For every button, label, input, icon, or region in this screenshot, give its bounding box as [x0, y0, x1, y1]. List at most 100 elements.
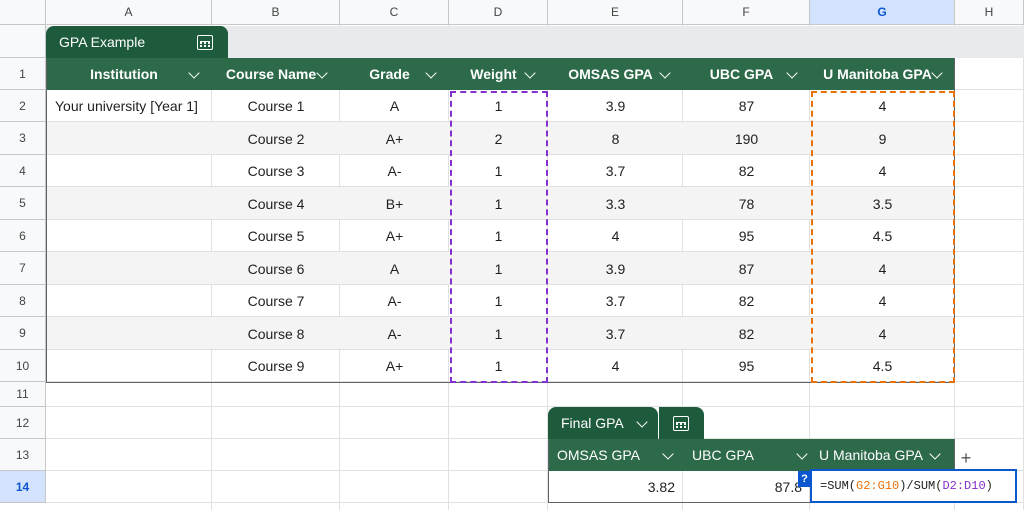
cell-course[interactable]: Course 4 — [247, 195, 305, 212]
final-value-omsas[interactable]: 3.82 — [647, 479, 675, 495]
cell-manitoba[interactable]: 4 — [878, 325, 887, 342]
cell-grade[interactable]: A+ — [385, 130, 404, 147]
table-tools-button[interactable] — [659, 407, 704, 439]
column-header-a[interactable]: A — [46, 0, 212, 25]
cell-ubc[interactable]: 82 — [738, 325, 755, 342]
select-all-corner[interactable] — [0, 0, 46, 25]
cell-manitoba[interactable]: 4 — [878, 260, 887, 277]
cell-omsas[interactable]: 3.7 — [605, 163, 626, 179]
row-header-2[interactable]: 2 — [0, 90, 46, 122]
cell-grade[interactable]: A- — [387, 293, 402, 309]
cell-manitoba[interactable]: 4.5 — [872, 228, 893, 244]
cell-omsas[interactable]: 4 — [611, 228, 620, 244]
cell-grade[interactable]: A+ — [385, 358, 404, 374]
cell-weight[interactable]: 1 — [494, 358, 503, 374]
column-header-institution[interactable]: Institution — [46, 58, 212, 90]
cell-manitoba[interactable]: 4 — [878, 163, 887, 179]
final-value-ubc[interactable]: 87.8 — [774, 479, 802, 495]
column-header-f[interactable]: F — [683, 0, 810, 25]
cell-weight[interactable]: 1 — [494, 228, 503, 244]
cell-ubc[interactable]: 78 — [738, 195, 755, 212]
formula-editor[interactable]: =SUM(G2:G10)/SUM(D2:D10) — [810, 469, 1017, 503]
cell-weight[interactable]: 1 — [494, 293, 503, 309]
cell-ubc[interactable]: 87 — [738, 260, 755, 277]
cell-ubc[interactable]: 95 — [738, 358, 755, 374]
column-header-omsas[interactable]: OMSAS GPA — [548, 58, 683, 90]
cell-weight[interactable]: 1 — [494, 195, 503, 212]
row-header-3[interactable]: 3 — [0, 122, 46, 155]
row-header-14[interactable]: 14 — [0, 471, 46, 503]
cell-course[interactable]: Course 9 — [247, 358, 305, 374]
row-header-5[interactable]: 5 — [0, 187, 46, 220]
cell-omsas[interactable]: 3.3 — [605, 195, 626, 212]
cell-course[interactable]: Course 3 — [247, 163, 305, 179]
cell-omsas[interactable]: 3.9 — [605, 260, 626, 277]
row-header-9[interactable]: 9 — [0, 317, 46, 350]
row-header-8[interactable]: 8 — [0, 285, 46, 317]
cell-weight[interactable]: 1 — [494, 98, 503, 114]
chevron-down-icon[interactable] — [636, 416, 648, 428]
column-header-d[interactable]: D — [449, 0, 548, 25]
cell-course[interactable]: Course 7 — [247, 293, 305, 309]
row-header-7[interactable]: 7 — [0, 252, 46, 285]
column-header-g[interactable]: G — [810, 0, 955, 25]
table-tab-final-gpa[interactable]: Final GPA — [548, 407, 658, 439]
cell-ubc[interactable]: 95 — [738, 228, 755, 244]
row-header-6[interactable]: 6 — [0, 220, 46, 252]
column-header-manitoba[interactable]: U Manitoba GPA — [810, 58, 955, 90]
cell-grade[interactable]: A- — [387, 163, 402, 179]
column-header-h[interactable]: H — [955, 0, 1024, 25]
column-header-c[interactable]: C — [340, 0, 449, 25]
final-header-ubc[interactable]: UBC GPA — [683, 439, 810, 471]
cell-manitoba[interactable]: 4 — [878, 293, 887, 309]
column-header-e[interactable]: E — [548, 0, 683, 25]
cell-course[interactable]: Course 1 — [247, 98, 305, 114]
gridline-horizontal — [46, 316, 1024, 317]
cell-omsas[interactable]: 3.7 — [605, 325, 626, 342]
cell-manitoba[interactable]: 3.5 — [872, 195, 893, 212]
cell-weight[interactable]: 1 — [494, 325, 503, 342]
cell-omsas[interactable]: 3.9 — [605, 98, 626, 114]
cell-grade[interactable]: A — [389, 98, 400, 114]
cell-course[interactable]: Course 2 — [247, 130, 305, 147]
cell-ubc[interactable]: 87 — [738, 98, 755, 114]
final-header-omsas[interactable]: OMSAS GPA — [548, 439, 683, 471]
row-header-10[interactable]: 10 — [0, 350, 46, 382]
cell-weight[interactable]: 1 — [494, 163, 503, 179]
formula-help-button[interactable]: ? — [798, 471, 811, 487]
column-header-b[interactable]: B — [212, 0, 340, 25]
cell-omsas[interactable]: 4 — [611, 358, 620, 374]
row-header-11[interactable]: 11 — [0, 382, 46, 407]
row-header-13[interactable]: 13 — [0, 439, 46, 471]
row-header-4[interactable]: 4 — [0, 155, 46, 187]
cell-grade[interactable]: B+ — [385, 195, 404, 212]
column-header-grade[interactable]: Grade — [340, 58, 449, 90]
cell-omsas[interactable]: 3.7 — [605, 293, 626, 309]
cell-institution[interactable]: Your university [Year 1] — [55, 98, 198, 114]
row-header-1[interactable]: 1 — [0, 58, 46, 90]
cell-weight[interactable]: 2 — [494, 130, 503, 147]
cell-manitoba[interactable]: 4 — [878, 98, 887, 114]
cell-course[interactable]: Course 5 — [247, 228, 305, 244]
cell-weight[interactable]: 1 — [494, 260, 503, 277]
column-header-weight[interactable]: Weight — [449, 58, 548, 90]
table-tools-button[interactable] — [183, 26, 228, 58]
header-label: UBC GPA — [709, 66, 774, 82]
cell-omsas[interactable]: 8 — [611, 130, 620, 147]
table-name: Final GPA — [561, 415, 624, 431]
cell-ubc[interactable]: 82 — [738, 163, 755, 179]
cell-course[interactable]: Course 8 — [247, 325, 305, 342]
cell-grade[interactable]: A — [389, 260, 400, 277]
cell-grade[interactable]: A- — [387, 325, 402, 342]
column-header-ubc[interactable]: UBC GPA — [683, 58, 810, 90]
cell-manitoba[interactable]: 4.5 — [872, 358, 893, 374]
row-header-12[interactable]: 12 — [0, 407, 46, 439]
cell-course[interactable]: Course 6 — [247, 260, 305, 277]
cell-grade[interactable]: A+ — [385, 228, 404, 244]
add-column-button[interactable]: + — [960, 447, 972, 468]
final-header-manitoba[interactable]: U Manitoba GPA — [810, 439, 955, 471]
cell-manitoba[interactable]: 9 — [878, 130, 887, 147]
cell-ubc[interactable]: 82 — [738, 293, 755, 309]
column-header-course[interactable]: Course Name — [212, 58, 340, 90]
cell-ubc[interactable]: 190 — [734, 130, 759, 147]
